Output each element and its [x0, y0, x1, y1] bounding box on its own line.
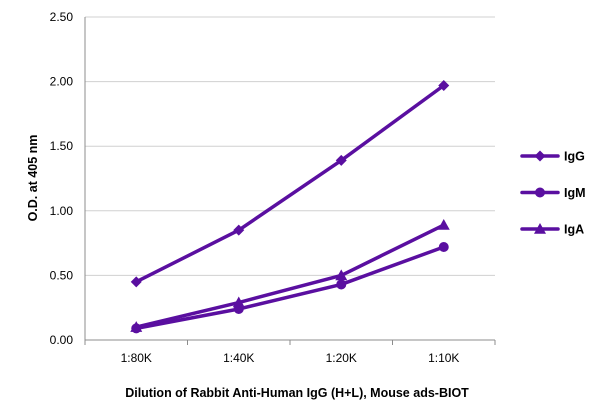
y-tick-label: 0.00 — [50, 333, 74, 347]
x-tick-label: 1:40K — [223, 351, 254, 365]
y-tick-label: 2.50 — [50, 10, 74, 24]
data-point-igm — [336, 279, 347, 290]
data-point-igg — [438, 79, 450, 91]
data-point-iga — [232, 296, 245, 308]
y-tick-label: 1.00 — [50, 204, 74, 218]
legend-label-igm: IgM — [564, 186, 586, 200]
y-tick-label: 0.50 — [50, 268, 74, 282]
y-axis-title: O.D. at 405 nm — [26, 135, 40, 222]
data-point-iga — [130, 321, 143, 332]
legend-label-igg: IgG — [564, 150, 585, 164]
x-tick-label: 1:20K — [326, 351, 357, 365]
data-point-igg — [233, 224, 245, 236]
legend-marker-igg — [534, 150, 546, 162]
axes — [84, 17, 496, 345]
legend-marker-igm — [535, 187, 545, 198]
x-tick-label: 1:10K — [428, 351, 459, 365]
series-line-igg — [134, 83, 446, 284]
series-group — [130, 79, 450, 334]
data-point-igm — [438, 241, 449, 252]
data-point-igg — [335, 154, 347, 166]
gridlines — [85, 16, 495, 276]
legend: IgG IgM IgA — [520, 150, 586, 237]
x-axis-title: Dilution of Rabbit Anti-Human IgG (H+L),… — [125, 386, 469, 400]
legend-label-iga: IgA — [564, 223, 584, 237]
data-point-iga — [335, 269, 348, 281]
data-point-igg — [130, 276, 142, 288]
x-tick-label: 1:80K — [121, 351, 152, 365]
series-line-iga — [134, 223, 446, 329]
y-tick-label: 2.00 — [50, 75, 74, 89]
series-line-igm — [134, 245, 446, 331]
data-point-iga — [437, 219, 450, 230]
tick-labels: 0.00 0.50 1.00 1.50 2.00 2.50 1:80K 1:40K 1:20K 1… — [50, 10, 460, 365]
y-tick-label: 1.50 — [50, 139, 74, 153]
legend-marker-iga — [534, 223, 546, 234]
